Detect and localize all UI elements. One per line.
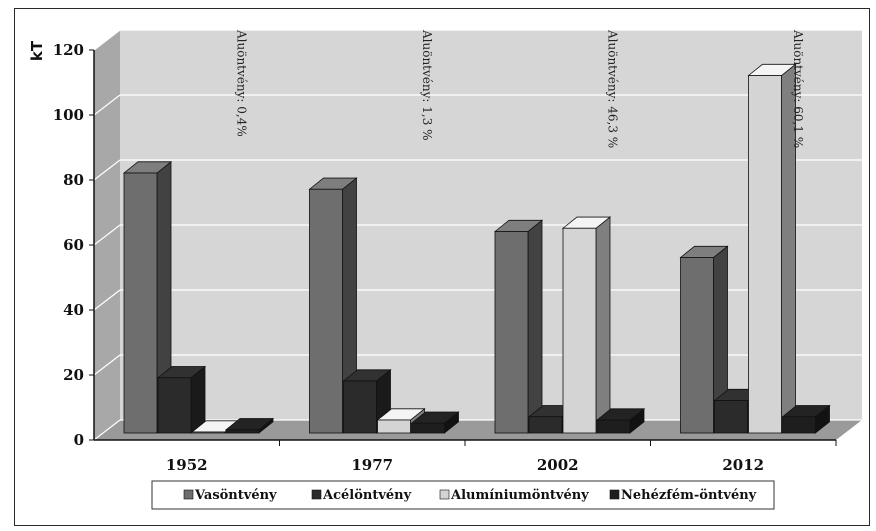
bar-front xyxy=(596,419,631,434)
gridline-side xyxy=(93,289,121,311)
legend-item: Acélöntvény xyxy=(311,488,412,503)
bar xyxy=(747,63,797,434)
bars xyxy=(122,63,831,434)
bar xyxy=(679,245,729,434)
gridline-side xyxy=(93,29,121,51)
bar-front xyxy=(494,231,529,434)
y-axis-title: kT xyxy=(28,40,46,61)
legend-label: Vasöntvény xyxy=(194,488,277,503)
y-tick-label: 80 xyxy=(63,171,84,189)
bar xyxy=(224,417,275,434)
bar-front xyxy=(225,429,260,434)
legend-item: Nehézfém-öntvény xyxy=(609,488,757,503)
floor xyxy=(94,420,862,440)
bar-front xyxy=(191,431,226,434)
bar-front xyxy=(411,422,445,434)
y-tick-label: 20 xyxy=(63,366,84,384)
annotations: Aluöntvény: 0,4% Aluöntvény: 1,3 % Aluöntv… xyxy=(235,29,806,148)
bar-front xyxy=(123,172,158,434)
legend-box xyxy=(151,480,775,510)
bar xyxy=(122,160,173,434)
annotation-label: Aluöntvény: 0,4% xyxy=(235,29,249,137)
gridline-side xyxy=(93,354,121,376)
y-tick-label: 120 xyxy=(53,41,84,59)
bar-side xyxy=(527,219,543,434)
bar-front xyxy=(343,380,377,434)
category-label: 1977 xyxy=(351,456,393,474)
y-tick-label: 100 xyxy=(53,106,84,124)
category-label: 2002 xyxy=(537,456,579,474)
category-label: 2012 xyxy=(722,456,764,474)
y-tick-label: 60 xyxy=(63,236,84,254)
bar-front xyxy=(528,416,563,434)
legend-item: Alumíniumöntvény xyxy=(439,488,589,503)
bar-front xyxy=(680,257,714,434)
legend-swatch xyxy=(439,489,450,500)
legend: Vasöntvény Acélöntvény Alumíniumöntvény Neh… xyxy=(151,480,775,510)
y-tick-label: 40 xyxy=(63,301,84,319)
legend-label: Acélöntvény xyxy=(322,488,412,503)
bar-front xyxy=(377,419,411,434)
annotation-label: Aluöntvény: 60,1 % xyxy=(791,29,805,148)
bar-front xyxy=(157,377,192,434)
bar xyxy=(781,404,831,434)
gridline-side xyxy=(93,224,121,246)
legend-swatch xyxy=(609,489,620,500)
bar-front xyxy=(309,188,343,434)
gridline-side xyxy=(93,94,121,116)
bar-front xyxy=(782,416,816,434)
bar xyxy=(308,177,358,434)
bar-front xyxy=(748,75,782,434)
category-label: 1952 xyxy=(166,456,208,474)
bar xyxy=(561,216,612,434)
annotation-label: Aluöntvény: 46,3 % xyxy=(606,29,620,148)
chart-background xyxy=(94,30,862,440)
legend-label: Alumíniumöntvény xyxy=(450,488,589,503)
y-tick-label: 0 xyxy=(74,431,84,449)
bar xyxy=(410,411,460,434)
gridline-side xyxy=(93,419,121,441)
annotation-label: Aluöntvény: 1,3 % xyxy=(420,29,434,141)
bar xyxy=(493,219,544,434)
legend-swatch xyxy=(311,489,322,500)
legend-label: Nehézfém-öntvény xyxy=(621,488,757,503)
bar-front xyxy=(562,227,597,434)
bar-side xyxy=(595,216,611,434)
bar-front xyxy=(714,400,748,434)
y-axis: 0 20 40 60 80 100 120 xyxy=(53,41,95,449)
gridline-side xyxy=(93,159,121,181)
bar xyxy=(595,407,646,434)
legend-item: Vasöntvény xyxy=(183,488,277,503)
legend-swatch xyxy=(183,489,194,500)
x-axis: 1952 1977 2002 2012 xyxy=(94,439,837,474)
bar xyxy=(156,365,207,434)
